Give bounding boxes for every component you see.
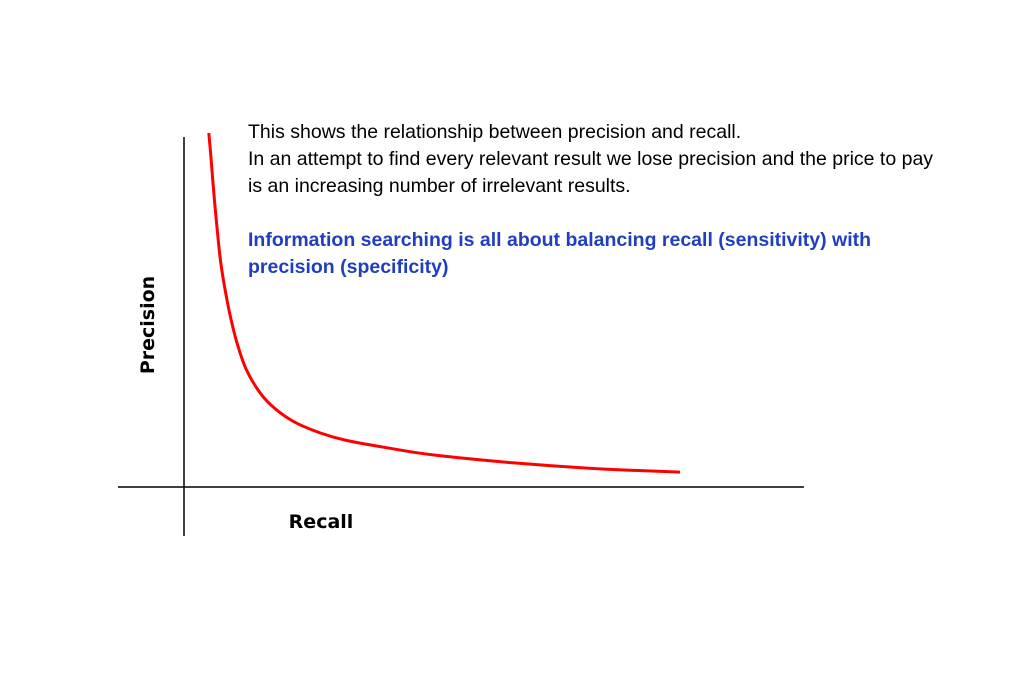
emphasis-statement: Information searching is all about balan… [248,229,872,278]
x-axis-label: Recall [289,511,354,533]
precision-recall-series [207,132,681,474]
description-line-1: This shows the relationship between prec… [248,121,742,143]
series-line-0 [207,132,681,474]
description-text-block: This shows the relationship between prec… [248,119,948,281]
description-line-2: In an attempt to find every relevant res… [248,148,934,197]
y-axis-label: Precision [137,276,159,374]
